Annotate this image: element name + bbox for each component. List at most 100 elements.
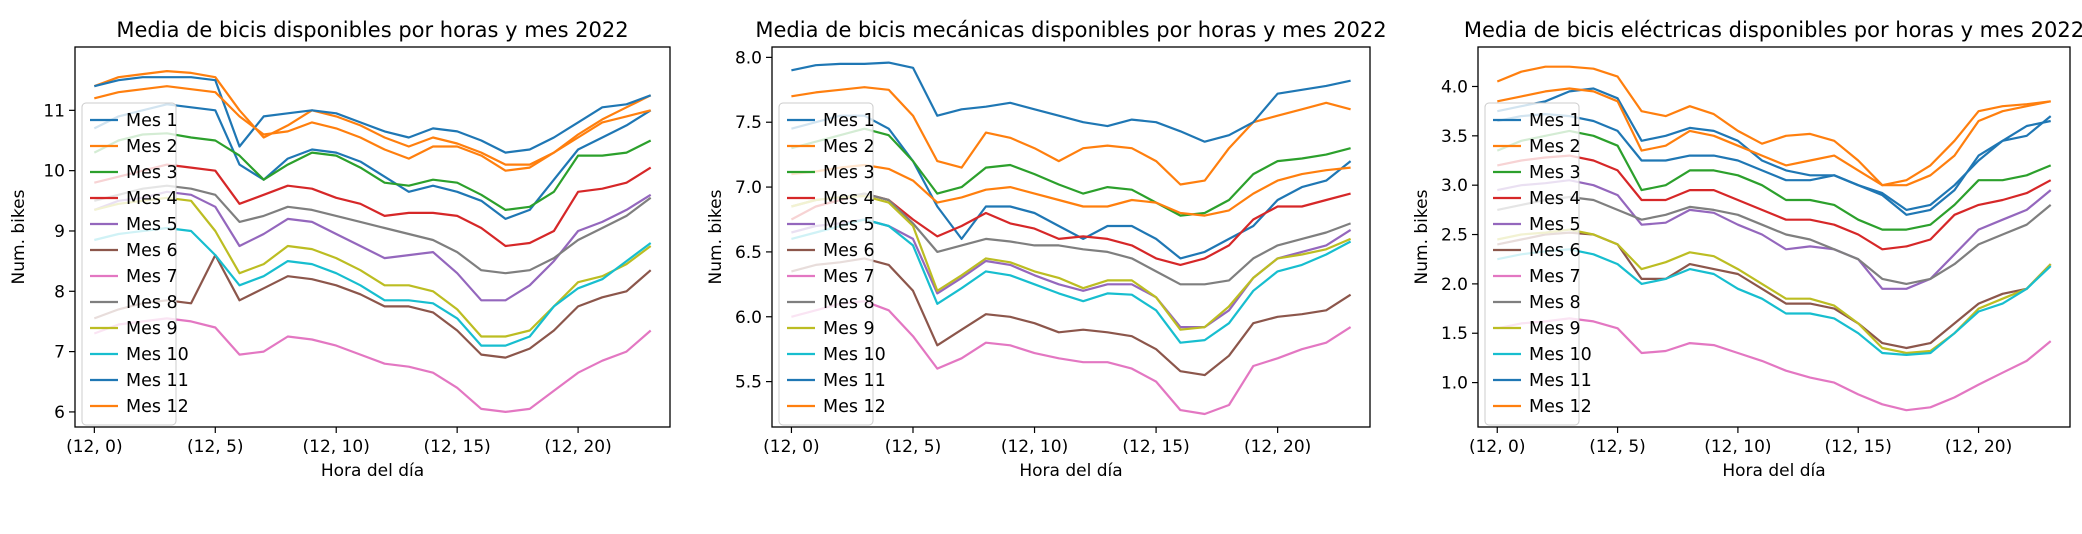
legend-entry-mes-8: Mes 8 <box>1529 293 1581 313</box>
legend-entry-mes-5: Mes 5 <box>823 215 875 235</box>
legend-entry-mes-9: Mes 9 <box>823 319 875 339</box>
legend-entry-mes-4: Mes 4 <box>823 189 875 209</box>
plot-frame <box>74 46 671 428</box>
series-line-mes-6 <box>93 254 652 359</box>
series-line-mes-8 <box>94 184 652 275</box>
legend-entry-mes-6: Mes 6 <box>1529 241 1581 261</box>
x-tick-label: (12, 20) <box>544 437 611 457</box>
y-tick-label: 7.5 <box>735 113 762 133</box>
series-line-mes-10 <box>1497 248 2052 356</box>
legend-entry-mes-3: Mes 3 <box>126 163 178 183</box>
series-line-mes-5 <box>1497 179 2052 290</box>
x-tick-label: (12, 15) <box>1122 437 1189 457</box>
legend: Mes 1 Mes 2 Mes 3 Mes 4 Mes 5 Mes 6 Mes 7 Mes 8… <box>81 102 189 426</box>
x-tick-label: (12, 20) <box>1244 437 1311 457</box>
y-tick-label: 6.5 <box>735 243 762 263</box>
x-tick-label: (12, 0) <box>1469 437 1526 457</box>
legend-entry-mes-10: Mes 10 <box>126 345 189 365</box>
legend-box <box>1484 102 1580 426</box>
series-line-mes-1 <box>93 103 652 220</box>
y-tick-label: 10 <box>43 162 65 182</box>
x-tick-label: (12, 10) <box>1704 437 1771 457</box>
legend-entry-mes-8: Mes 8 <box>823 293 875 313</box>
x-axis-label: Hora del día <box>1019 461 1122 481</box>
series-line-mes-7 <box>791 300 1352 416</box>
legend-entry-mes-6: Mes 6 <box>126 241 178 261</box>
y-tick-label: 11 <box>43 101 65 121</box>
series-line-mes-4 <box>94 163 652 248</box>
legend-entry-mes-4: Mes 4 <box>1529 189 1581 209</box>
series-line-mes-2 <box>791 86 1351 186</box>
y-axis-label: Num. bikes <box>706 189 726 284</box>
y-tick-label: 7 <box>54 343 65 363</box>
series-line-mes-10 <box>94 226 652 347</box>
legend-entry-mes-12: Mes 12 <box>126 397 189 417</box>
legend-entry-mes-6: Mes 6 <box>823 241 875 261</box>
y-axis-label: Num. bikes <box>9 189 29 284</box>
series-line-mes-12 <box>791 163 1351 217</box>
y-axis-label: Num. bikes <box>1412 189 1432 284</box>
y-tick-label: 3.0 <box>1441 176 1468 196</box>
series-line-mes-11 <box>94 76 652 154</box>
legend-entry-mes-12: Mes 12 <box>1529 397 1592 417</box>
y-tick-label: 2.5 <box>1441 226 1468 246</box>
chart-panel-3: Media de bicis eléctricas disponibles po… <box>1412 18 2082 481</box>
x-tick-label: (12, 10) <box>303 437 370 457</box>
legend-entry-mes-7: Mes 7 <box>1529 267 1581 287</box>
y-tick-label: 4.0 <box>1441 77 1468 97</box>
y-tick-label: 9 <box>54 222 65 242</box>
series-line-mes-2 <box>93 69 652 166</box>
y-tick-label: 2.0 <box>1441 275 1468 295</box>
legend: Mes 1 Mes 2 Mes 3 Mes 4 Mes 5 Mes 6 Mes 7 Mes 8… <box>1484 102 1592 426</box>
y-tick-label: 7.0 <box>735 178 762 198</box>
legend-entry-mes-5: Mes 5 <box>1529 215 1581 235</box>
legend-box <box>81 102 177 426</box>
plot-frame <box>771 46 1371 428</box>
x-tick-label: (12, 0) <box>763 437 820 457</box>
legend-entry-mes-11: Mes 11 <box>1529 371 1592 391</box>
series-line-mes-4 <box>1497 154 2052 251</box>
series-line-mes-1 <box>1497 112 2051 216</box>
series-line-mes-3 <box>93 132 652 211</box>
legend-entry-mes-3: Mes 3 <box>1529 163 1581 183</box>
y-tick-label: 6 <box>54 403 65 423</box>
legend-entry-mes-9: Mes 9 <box>126 319 178 339</box>
legend-entry-mes-5: Mes 5 <box>126 215 178 235</box>
series-line-mes-9 <box>791 195 1352 331</box>
series-line-mes-1 <box>791 114 1352 260</box>
legend-entry-mes-3: Mes 3 <box>823 163 875 183</box>
chart-title: Media de bicis eléctricas disponibles po… <box>1464 18 2082 42</box>
y-tick-label: 3.5 <box>1441 127 1468 147</box>
series-line-mes-7 <box>93 317 652 413</box>
legend-entry-mes-9: Mes 9 <box>1529 319 1581 339</box>
legend-entry-mes-2: Mes 2 <box>823 137 875 157</box>
legend: Mes 1 Mes 2 Mes 3 Mes 4 Mes 5 Mes 6 Mes 7 Mes 8… <box>778 102 886 426</box>
x-tick-label: (12, 5) <box>885 437 942 457</box>
legend-entry-mes-10: Mes 10 <box>823 345 886 365</box>
legend-entry-mes-1: Mes 1 <box>1529 111 1581 131</box>
series-line-mes-12 <box>94 85 651 172</box>
legend-entry-mes-8: Mes 8 <box>126 293 178 313</box>
y-tick-label: 1.5 <box>1441 324 1468 344</box>
series-line-mes-8 <box>791 192 1351 286</box>
x-tick-label: (12, 10) <box>1001 437 1068 457</box>
y-tick-label: 8.0 <box>735 48 762 68</box>
y-tick-label: 1.0 <box>1441 374 1468 394</box>
series-line-mes-12 <box>1497 87 2051 187</box>
legend-entry-mes-2: Mes 2 <box>126 137 178 157</box>
series-line-mes-11 <box>1497 87 2052 211</box>
series-line-mes-6 <box>791 257 1352 377</box>
series-line-mes-10 <box>791 218 1352 344</box>
legend-entry-mes-10: Mes 10 <box>1529 345 1592 365</box>
series-line-mes-11 <box>791 61 1351 143</box>
y-tick-label: 8 <box>54 282 65 302</box>
legend-entry-mes-7: Mes 7 <box>126 267 178 287</box>
legend-entry-mes-11: Mes 11 <box>126 371 189 391</box>
chart-title: Media de bicis mecánicas disponibles por… <box>755 18 1386 42</box>
series-line-mes-2 <box>1496 65 2051 187</box>
series-line-mes-3 <box>791 127 1351 217</box>
x-tick-label: (12, 15) <box>1825 437 1892 457</box>
x-tick-label: (12, 5) <box>1589 437 1646 457</box>
legend-entry-mes-1: Mes 1 <box>823 111 875 131</box>
